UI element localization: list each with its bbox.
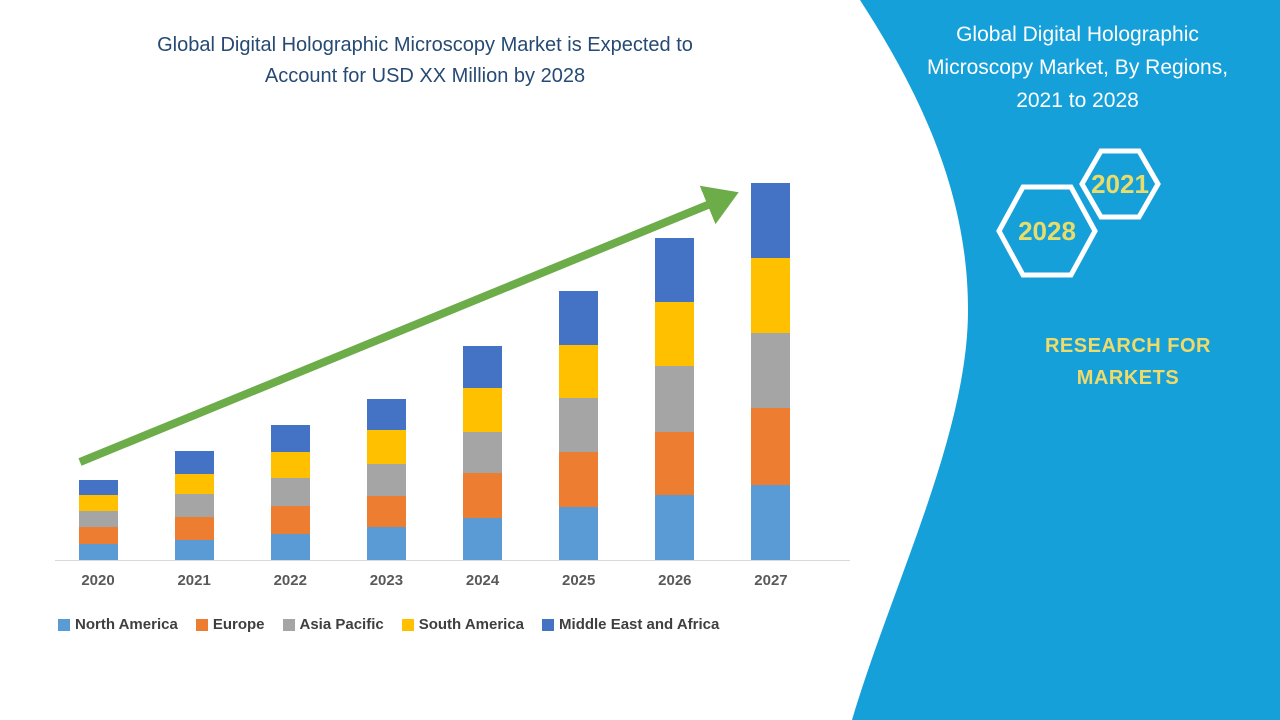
segment-asia-pacific-2023	[366, 464, 406, 496]
brand-line-1: RESEARCH FOR	[1044, 335, 1211, 357]
chart-legend: North America Europe Asia Pacific South Ame…	[58, 616, 719, 633]
plot-area	[55, 139, 850, 561]
segment-asia-pacific-2022	[270, 478, 310, 506]
segment-europe-2026	[655, 432, 695, 495]
stacked-bar-2025	[559, 291, 599, 560]
legend-label: South America	[418, 616, 525, 633]
panel-title: Global Digital Holographic Microscopy Ma…	[880, 18, 1275, 117]
trend-arrow	[78, 185, 739, 466]
stacked-bar-2022	[270, 425, 310, 560]
segment-south-america-2021	[174, 474, 214, 494]
x-axis-label-2027: 2027	[754, 572, 788, 589]
hexagon-badges: 2028 2021	[996, 148, 1161, 278]
brand-wordmark: RESEARCH FOR MARKETS	[1000, 330, 1256, 394]
hexagon-2028-label: 2028	[1018, 216, 1076, 246]
hexagon-2028-icon	[996, 184, 1098, 278]
legend-swatch-icon	[195, 618, 208, 631]
chart-title: Global Digital Holographic Microscopy Ma…	[30, 30, 820, 92]
x-axis-label-2020: 2020	[81, 572, 115, 589]
x-axis-labels: 2020 2021 2022 2023 2024 2025 2026 2027	[55, 572, 850, 596]
segment-middle-east-and-africa-2023	[366, 399, 406, 430]
trend-arrow-line	[78, 185, 739, 466]
segment-south-america-2026	[655, 302, 695, 366]
legend-swatch-icon	[401, 618, 414, 631]
legend-item-north-america: North America	[58, 616, 178, 633]
legend-label: Middle East and Africa	[559, 616, 720, 633]
stacked-bar-2023	[366, 399, 406, 560]
hexagon-2021-icon	[1079, 148, 1161, 220]
panel-title-line-2: Microscopy Market, By Regions,	[926, 56, 1229, 79]
legend-item-middle-east-and-africa: Middle East and Africa	[542, 616, 719, 633]
legend-item-asia-pacific: Asia Pacific	[282, 616, 384, 633]
segment-asia-pacific-2027	[751, 333, 791, 408]
segment-north-america-2022	[270, 534, 310, 560]
segment-middle-east-and-africa-2026	[655, 238, 695, 302]
chart-title-line-2: Account for USD XX Million by 2028	[264, 65, 586, 87]
brand-line-2: MARKETS	[1076, 367, 1180, 389]
segment-south-america-2020	[78, 495, 118, 511]
legend-label: North America	[75, 616, 178, 633]
stacked-bar-2027	[751, 183, 791, 560]
segment-europe-2021	[174, 517, 214, 540]
segment-south-america-2024	[463, 388, 503, 432]
segment-europe-2023	[366, 496, 406, 527]
x-axis-label-2022: 2022	[273, 572, 307, 589]
segment-asia-pacific-2021	[174, 494, 214, 517]
segment-asia-pacific-2025	[559, 398, 599, 452]
segment-europe-2024	[463, 473, 503, 518]
legend-label: Europe	[212, 616, 265, 633]
segment-south-america-2027	[751, 258, 791, 333]
legend-swatch-icon	[542, 618, 555, 631]
segment-north-america-2024	[463, 518, 503, 560]
segment-middle-east-and-africa-2025	[559, 291, 599, 345]
x-axis-label-2024: 2024	[465, 572, 500, 589]
segment-south-america-2022	[270, 452, 310, 478]
x-axis-label-2021: 2021	[177, 572, 211, 589]
segment-middle-east-and-africa-2020	[78, 480, 118, 495]
segment-europe-2027	[751, 408, 791, 485]
segment-north-america-2026	[655, 495, 695, 560]
stacked-bar-2020	[78, 480, 118, 560]
segment-south-america-2023	[366, 430, 406, 464]
legend-item-europe: Europe	[195, 616, 265, 633]
panel-title-line-1: Global Digital Holographic	[956, 23, 1199, 46]
x-axis-label-2026: 2026	[658, 572, 692, 589]
chart-title-line-1: Global Digital Holographic Microscopy Ma…	[157, 34, 693, 56]
legend-swatch-icon	[282, 618, 295, 631]
hexagon-2021-label: 2021	[1091, 169, 1149, 199]
segment-europe-2022	[270, 506, 310, 534]
segment-north-america-2025	[559, 507, 599, 560]
segment-asia-pacific-2020	[78, 511, 118, 527]
segment-north-america-2021	[174, 540, 214, 560]
side-panel-shape	[852, 0, 1280, 720]
segment-middle-east-and-africa-2021	[174, 451, 214, 474]
legend-label: Asia Pacific	[299, 616, 384, 633]
segment-north-america-2027	[751, 485, 791, 560]
segment-asia-pacific-2026	[655, 366, 695, 432]
segment-europe-2025	[559, 452, 599, 507]
x-axis-label-2023: 2023	[369, 572, 404, 589]
stacked-bar-2021	[174, 451, 214, 560]
panel-title-line-3: 2021 to 2028	[1016, 89, 1139, 112]
stacked-bar-2024	[463, 346, 503, 560]
segment-asia-pacific-2024	[463, 432, 503, 473]
segment-north-america-2020	[78, 544, 118, 560]
legend-item-south-america: South America	[401, 616, 525, 633]
legend-swatch-icon	[58, 618, 70, 631]
segment-south-america-2025	[559, 345, 599, 398]
segment-middle-east-and-africa-2022	[270, 425, 310, 452]
segment-north-america-2023	[366, 527, 406, 560]
stacked-bar-2026	[655, 238, 695, 560]
segment-europe-2020	[78, 527, 118, 544]
segment-middle-east-and-africa-2024	[463, 346, 503, 388]
side-panel-background	[852, 0, 1280, 720]
segment-middle-east-and-africa-2027	[751, 183, 791, 258]
x-axis-label-2025: 2025	[562, 572, 596, 589]
